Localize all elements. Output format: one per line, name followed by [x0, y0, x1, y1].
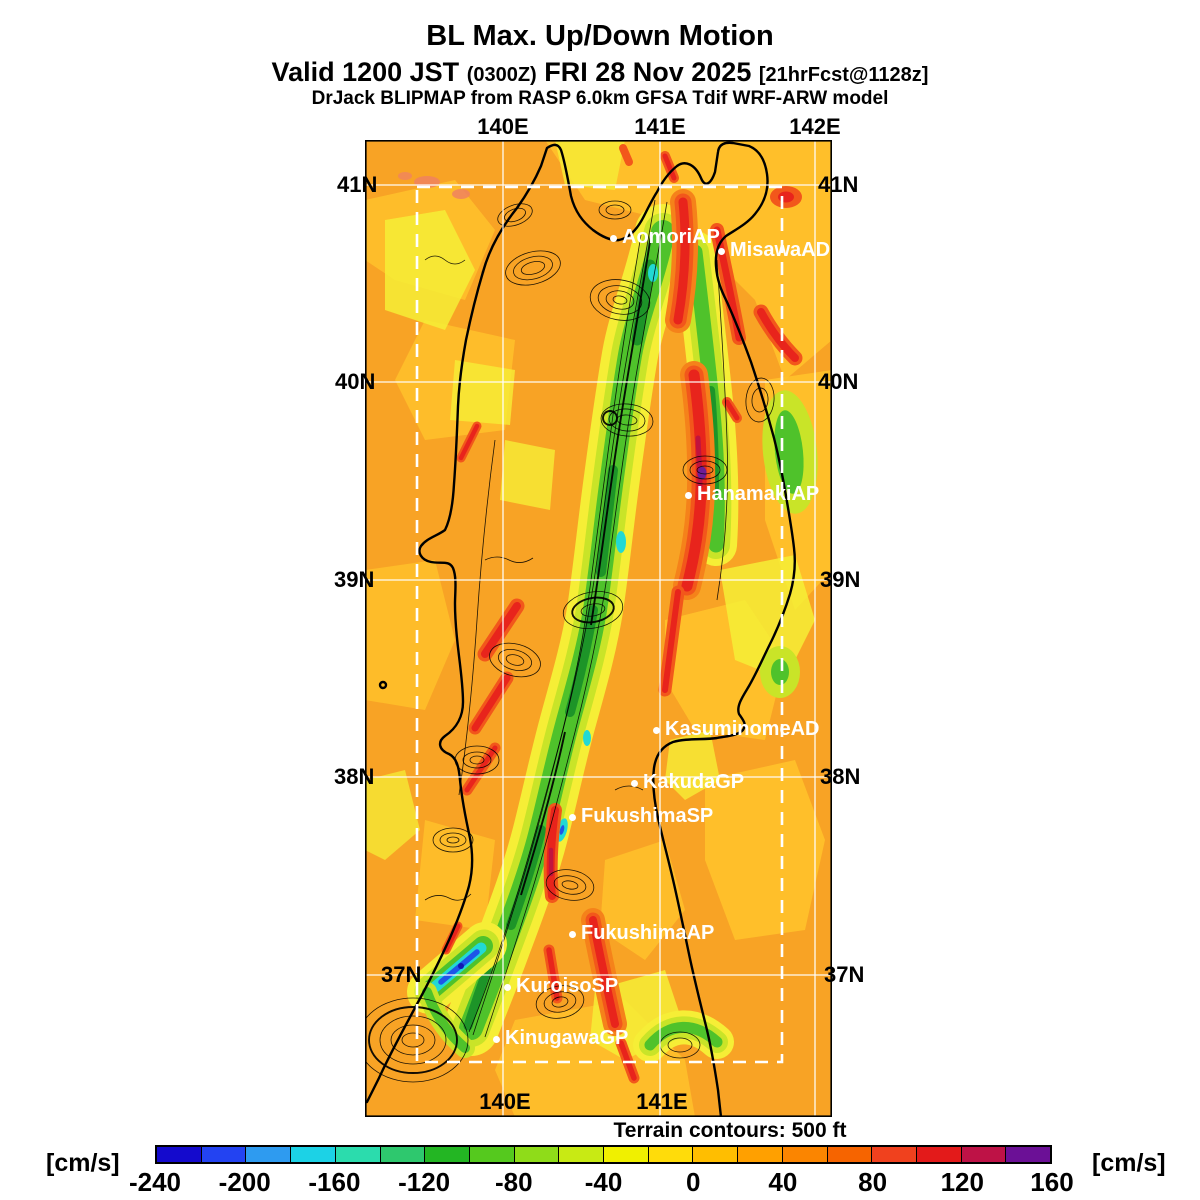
colorbar-unit-left: [cm/s] [46, 1149, 120, 1177]
map-canvas [365, 140, 832, 1117]
colorbar-segment [514, 1147, 560, 1162]
colorbar-tick-label: 0 [685, 1167, 701, 1197]
colorbar-tick-label: 160 [1030, 1167, 1074, 1197]
colorbar-segment [782, 1147, 828, 1162]
model-domain-box [415, 185, 784, 1064]
colorbar-tick-label: -160 [308, 1167, 361, 1197]
colorbar-segment [157, 1147, 202, 1162]
colorbar-segment [559, 1147, 605, 1162]
map-border [365, 140, 832, 1117]
colorbar-tick-label: 40 [768, 1167, 798, 1197]
colorbar-segment [469, 1147, 515, 1162]
colorbar-segment [425, 1147, 470, 1162]
terrain-contours [365, 199, 775, 1083]
page-title: BL Max. Up/Down Motion [426, 20, 774, 52]
colorbar-segment [201, 1147, 247, 1162]
colorbar-tick-label: 120 [940, 1167, 984, 1197]
colorbar-unit-right: [cm/s] [1092, 1149, 1166, 1177]
colorbar-tick-label: -40 [584, 1167, 623, 1197]
valid-small-2: [21hrFcst@1128z] [758, 64, 929, 86]
colorbar-segment [738, 1147, 783, 1162]
lift-sink-bands [407, 204, 818, 1062]
terrain-contours-note: Terrain contours: 500 ft [613, 1119, 847, 1142]
colorbar-tick-label: -80 [495, 1167, 533, 1197]
colorbar-segment [380, 1147, 426, 1162]
colorbar-segment [827, 1147, 873, 1162]
colorbar-segment [916, 1147, 962, 1162]
lon-label-top: 142E [789, 114, 841, 139]
model-info-line: DrJack BLIPMAP from RASP 6.0km GFSA Tdif… [311, 88, 889, 109]
colorbar-segment [335, 1147, 381, 1162]
colorbar-tick-label: -120 [398, 1167, 451, 1197]
lon-label-top: 141E [634, 114, 686, 139]
colorbar-tick-label: -240 [128, 1167, 182, 1197]
colorbar-segment [961, 1147, 1007, 1162]
colorbar-segment [1006, 1147, 1051, 1162]
valid-time-line: Valid 1200 JST (0300Z) FRI 28 Nov 2025 [… [0, 57, 1200, 88]
colorbar-segment [872, 1147, 917, 1162]
colorbar-tick-label: 80 [858, 1167, 888, 1197]
valid-main-1: Valid 1200 JST [271, 57, 460, 87]
colorbar-segment [648, 1147, 694, 1162]
colorbar-segment [291, 1147, 336, 1162]
colorbar [155, 1145, 1052, 1164]
colorbar-segment [604, 1147, 649, 1162]
lon-label-top: 140E [477, 114, 529, 139]
colorbar-tick-row: -240 -200 -160 -120 -80 -40 0 40 80 120 160 [129, 1167, 1074, 1197]
graticule [365, 140, 832, 1117]
colorbar-segment [693, 1147, 739, 1162]
colorbar-tick-label: -200 [218, 1167, 271, 1197]
valid-main-2: FRI 28 Nov 2025 [544, 57, 752, 87]
valid-small-1: (0300Z) [466, 64, 537, 86]
colorbar-segment [246, 1147, 292, 1162]
